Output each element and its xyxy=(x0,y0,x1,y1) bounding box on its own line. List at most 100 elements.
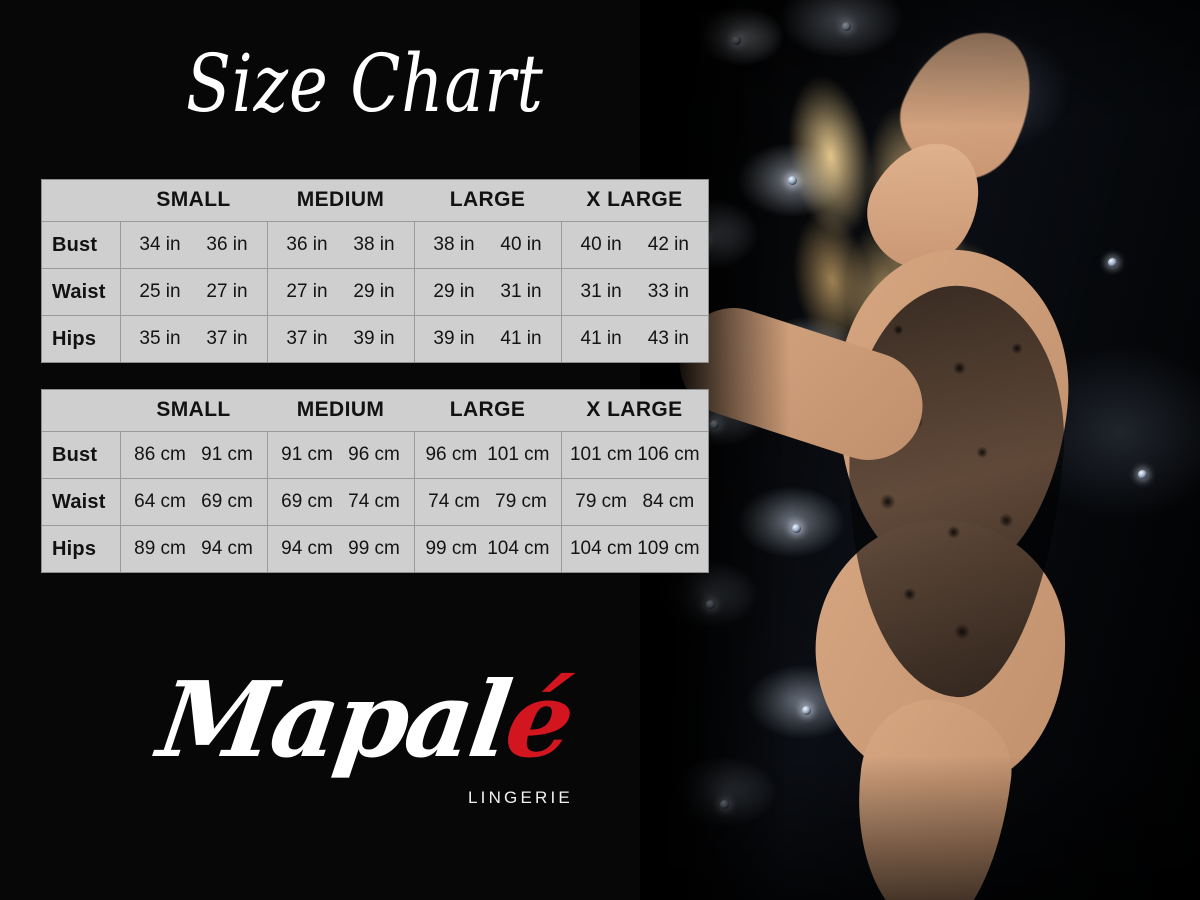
value-max: 99 cm xyxy=(348,538,400,559)
table-header-row: SMALL MEDIUM LARGE X LARGE xyxy=(42,180,708,222)
value-min: 89 cm xyxy=(134,538,186,559)
value-min: 101 cm xyxy=(569,444,633,465)
measurement-cell: 36 in 38 in xyxy=(266,221,414,269)
measurement-cell: 101 cm 106 cm xyxy=(560,431,708,479)
value-max: 29 in xyxy=(353,281,395,302)
column-header-small: SMALL xyxy=(120,390,267,432)
value-min: 31 in xyxy=(580,281,622,302)
brand-name-main: Mapal xyxy=(151,658,516,781)
value-max: 84 cm xyxy=(642,491,695,512)
value-max: 104 cm xyxy=(487,538,550,559)
corner-cell xyxy=(42,180,120,222)
brand-logo: Mapalé LINGERIE xyxy=(151,658,580,818)
measurement-cell: 94 cm 99 cm xyxy=(266,525,414,572)
column-header-small: SMALL xyxy=(120,180,267,222)
page-title: Size Chart xyxy=(186,37,544,130)
value-min: 104 cm xyxy=(569,538,633,559)
value-min: 86 cm xyxy=(134,444,186,465)
value-min: 25 in xyxy=(139,281,181,302)
measurement-cell: 38 in 40 in xyxy=(413,221,561,269)
column-header-xlarge: X LARGE xyxy=(561,180,708,222)
measurement-cell: 27 in 29 in xyxy=(266,268,414,316)
value-max: 27 in xyxy=(206,281,248,302)
measurement-cell: 86 cm 91 cm xyxy=(119,431,267,479)
value-min: 40 in xyxy=(580,234,622,255)
brand-subtitle: LINGERIE xyxy=(468,788,573,807)
column-header-medium: MEDIUM xyxy=(267,390,414,432)
value-max: 31 in xyxy=(500,281,542,302)
value-min: 79 cm xyxy=(575,491,627,512)
value-max: 37 in xyxy=(206,328,248,349)
measurement-cell: 104 cm 109 cm xyxy=(560,525,708,572)
measurement-cell: 69 cm 74 cm xyxy=(266,478,414,526)
table-row: Bust 86 cm 91 cm 91 cm 96 cm 96 cm 101 cm 1… xyxy=(42,431,708,479)
value-min: 38 in xyxy=(433,234,475,255)
value-min: 36 in xyxy=(286,234,328,255)
value-min: 96 cm xyxy=(425,444,478,465)
value-max: 42 in xyxy=(647,234,689,255)
row-label-waist: Waist xyxy=(42,268,120,316)
measurement-cell: 37 in 39 in xyxy=(266,315,414,362)
corner-cell xyxy=(42,390,120,432)
measurement-cell: 39 in 41 in xyxy=(413,315,561,362)
measurement-cell: 64 cm 69 cm xyxy=(119,478,267,526)
table-row: Hips 35 in 37 in 37 in 39 in 39 in 41 in 41… xyxy=(42,315,708,362)
value-min: 37 in xyxy=(286,328,328,349)
table-row: Bust 34 in 36 in 36 in 38 in 38 in 40 in 40… xyxy=(42,221,708,269)
value-max: 43 in xyxy=(647,328,689,349)
value-max: 33 in xyxy=(647,281,689,302)
row-label-bust: Bust xyxy=(42,431,120,479)
value-min: 39 in xyxy=(433,328,475,349)
column-header-large: LARGE xyxy=(414,390,561,432)
value-max: 109 cm xyxy=(637,538,700,559)
value-min: 91 cm xyxy=(281,444,333,465)
measurement-cell: 89 cm 94 cm xyxy=(119,525,267,572)
value-max: 96 cm xyxy=(348,444,400,465)
column-header-large: LARGE xyxy=(414,180,561,222)
brand-wordmark: Mapalé xyxy=(151,658,579,781)
value-min: 94 cm xyxy=(281,538,333,559)
value-max: 69 cm xyxy=(201,491,253,512)
value-max: 36 in xyxy=(206,234,248,255)
table-row: Hips 89 cm 94 cm 94 cm 99 cm 99 cm 104 cm 1… xyxy=(42,525,708,572)
value-max: 74 cm xyxy=(348,491,400,512)
size-table-centimeters: SMALL MEDIUM LARGE X LARGE Bust 86 cm 91 … xyxy=(42,390,708,572)
measurement-cell: 25 in 27 in xyxy=(119,268,267,316)
value-min: 34 in xyxy=(139,234,181,255)
model-photo xyxy=(640,0,1200,900)
measurement-cell: 91 cm 96 cm xyxy=(266,431,414,479)
value-min: 69 cm xyxy=(281,491,333,512)
measurement-cell: 74 cm 79 cm xyxy=(413,478,561,526)
row-label-bust: Bust xyxy=(42,221,120,269)
value-min: 74 cm xyxy=(428,491,480,512)
measurement-cell: 35 in 37 in xyxy=(119,315,267,362)
table-row: Waist 25 in 27 in 27 in 29 in 29 in 31 in 3… xyxy=(42,268,708,316)
value-max: 94 cm xyxy=(201,538,253,559)
table-row: Waist 64 cm 69 cm 69 cm 74 cm 74 cm 79 cm 7… xyxy=(42,478,708,526)
value-max: 38 in xyxy=(353,234,395,255)
value-max: 39 in xyxy=(353,328,395,349)
value-min: 29 in xyxy=(433,281,475,302)
measurement-cell: 96 cm 101 cm xyxy=(413,431,561,479)
column-header-xlarge: X LARGE xyxy=(561,390,708,432)
row-label-hips: Hips xyxy=(42,315,120,362)
measurement-cell: 29 in 31 in xyxy=(413,268,561,316)
measurement-cell: 41 in 43 in xyxy=(560,315,708,362)
photo-vignette xyxy=(640,0,1200,900)
measurement-cell: 34 in 36 in xyxy=(119,221,267,269)
value-min: 35 in xyxy=(139,328,181,349)
value-max: 101 cm xyxy=(487,444,550,465)
measurement-cell: 40 in 42 in xyxy=(560,221,708,269)
value-max: 40 in xyxy=(500,234,542,255)
value-min: 27 in xyxy=(286,281,328,302)
measurement-cell: 99 cm 104 cm xyxy=(413,525,561,572)
row-label-waist: Waist xyxy=(42,478,120,526)
value-min: 41 in xyxy=(580,328,622,349)
value-max: 91 cm xyxy=(201,444,253,465)
measurement-cell: 79 cm 84 cm xyxy=(560,478,708,526)
value-min: 64 cm xyxy=(134,491,186,512)
column-header-medium: MEDIUM xyxy=(267,180,414,222)
row-label-hips: Hips xyxy=(42,525,120,572)
value-max: 79 cm xyxy=(495,491,547,512)
